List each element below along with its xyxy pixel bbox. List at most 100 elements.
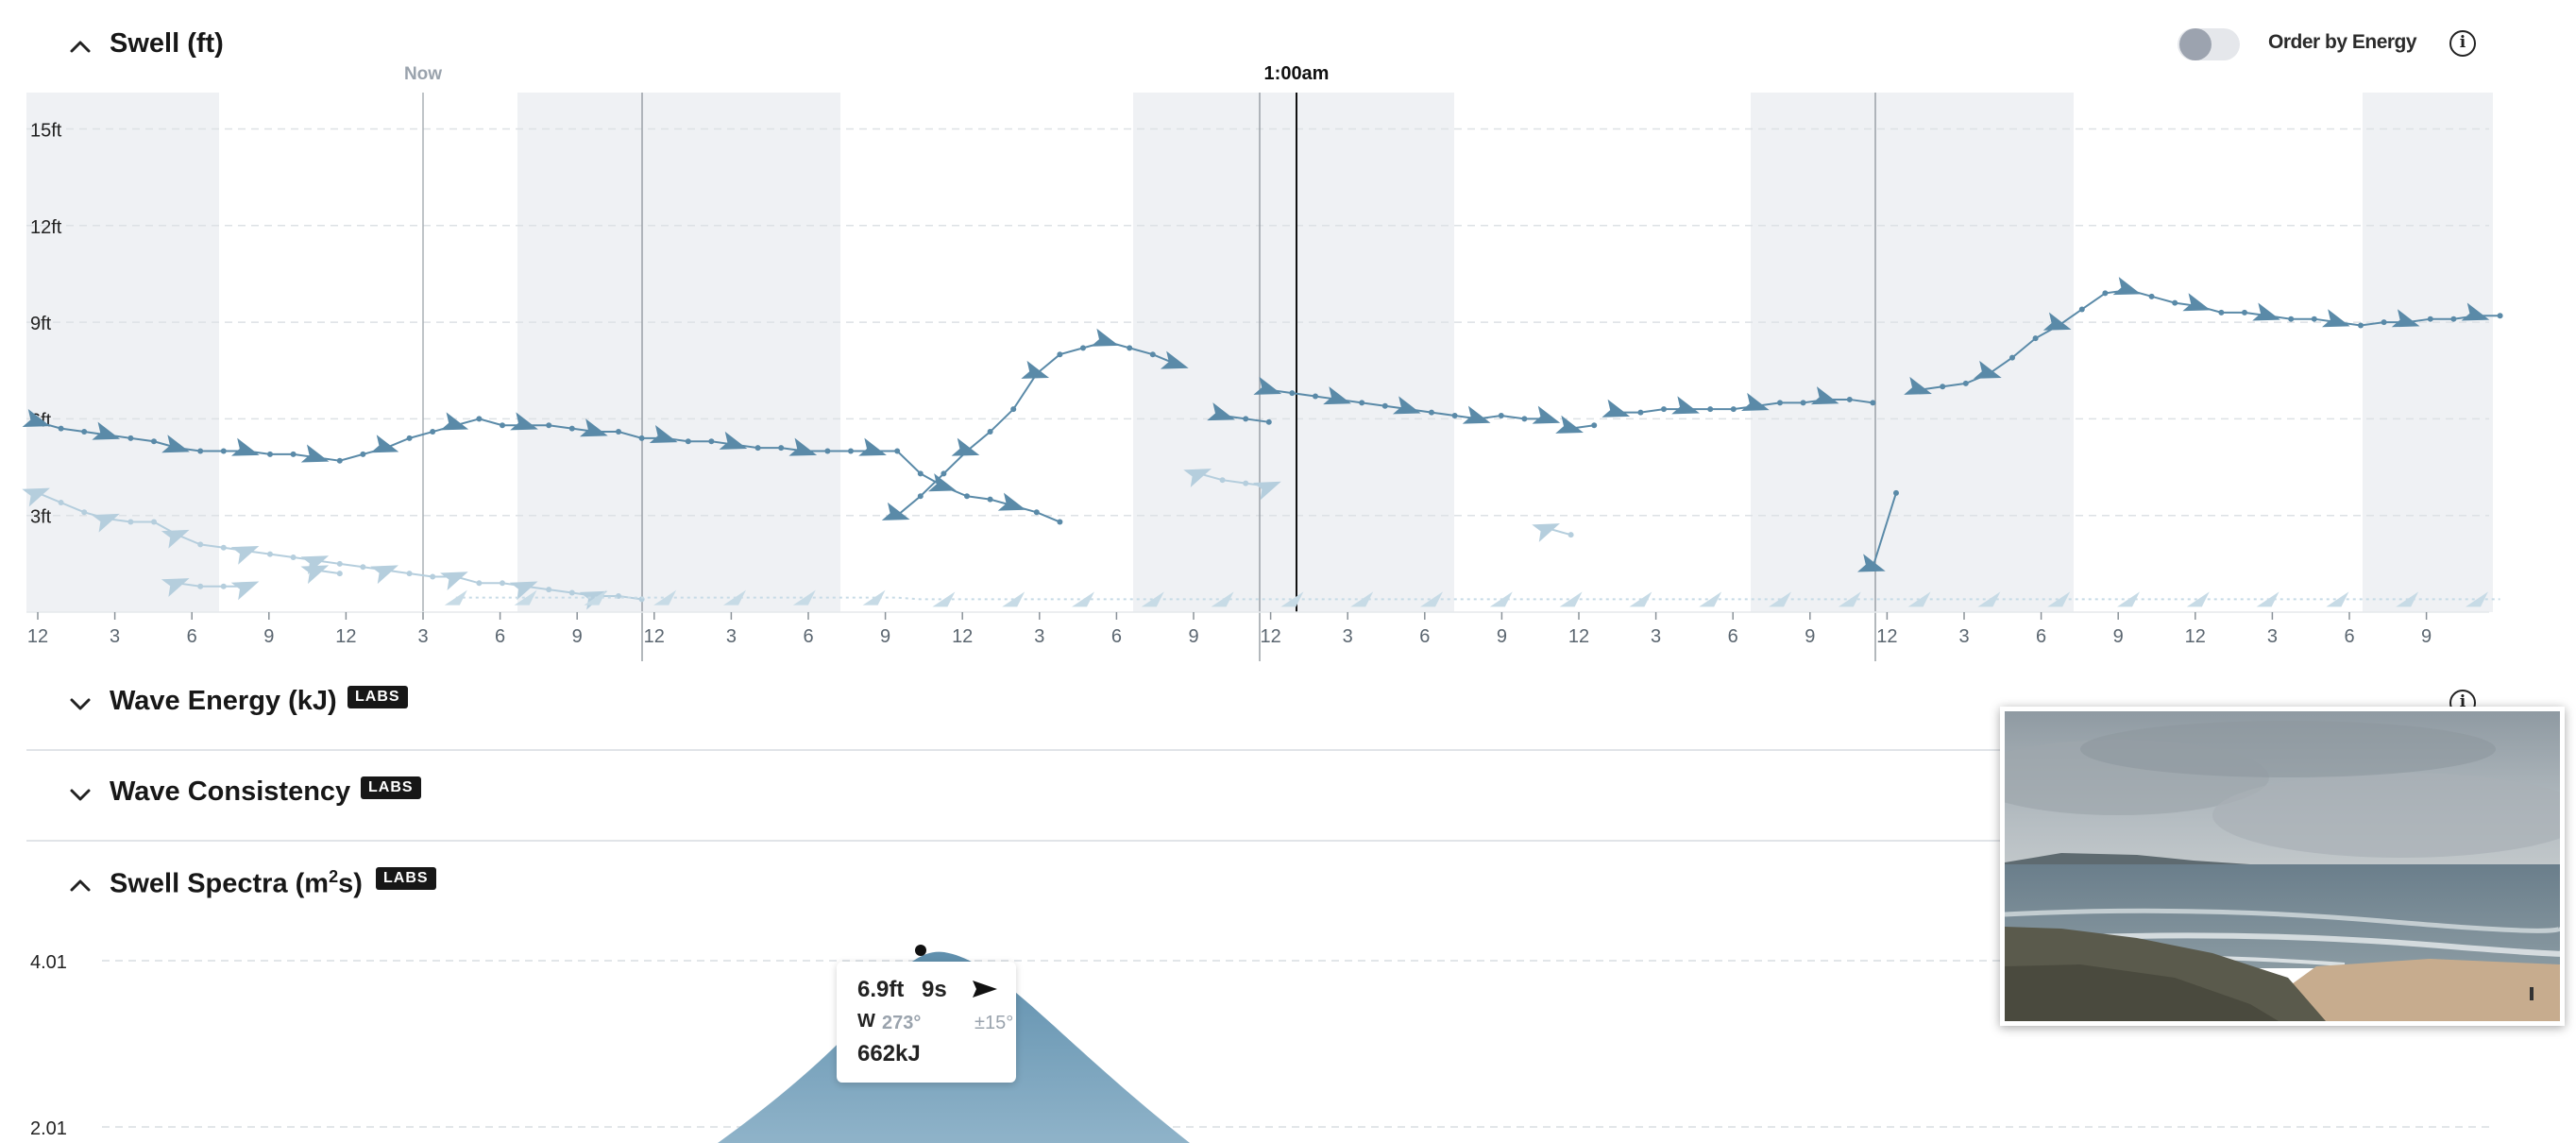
- swell-direction-arrow-icon: [2466, 591, 2488, 607]
- swell-direction-arrow-icon: [1072, 591, 1094, 607]
- spectra-tick-label: 2.01: [30, 1118, 67, 1139]
- expand-consistency-chevron-icon[interactable]: [66, 780, 94, 809]
- swell-data-point: [917, 493, 924, 500]
- swell-info-icon[interactable]: [2449, 30, 2476, 57]
- swell-direction-arrow-icon: [1253, 481, 1281, 501]
- swell-direction-arrow-icon: [510, 412, 538, 431]
- swell-data-point: [81, 509, 88, 516]
- swell-data-point: [1893, 489, 1899, 496]
- divider: [26, 749, 2557, 751]
- x-tick-label: 12: [1260, 626, 1280, 647]
- collapse-spectra-chevron-icon[interactable]: [66, 871, 94, 899]
- divider: [26, 840, 2557, 842]
- swell-data-point: [824, 448, 831, 454]
- swell-data-point: [336, 457, 343, 464]
- swell-data-point: [127, 519, 134, 525]
- x-tick-label: 9: [572, 626, 583, 647]
- swell-direction-arrow-icon: [509, 581, 538, 601]
- x-tick-label: 12: [2185, 626, 2206, 647]
- swell-direction-arrow-icon: [792, 589, 816, 606]
- swell-direction-arrow-icon: [440, 572, 468, 591]
- swell-data-point: [290, 451, 297, 457]
- x-tick-label: 6: [2344, 626, 2354, 647]
- tooltip-energy: 662kJ: [857, 1041, 921, 1066]
- x-tick-label: 3: [1958, 626, 1969, 647]
- swell-direction-arrow-icon: [22, 487, 50, 507]
- collapse-chevron-up-icon[interactable]: [66, 32, 94, 60]
- x-tick-label: 3: [417, 626, 428, 647]
- swell-data-point: [1149, 351, 1156, 358]
- swell-data-point: [685, 438, 691, 445]
- swell-direction-arrow-icon: [440, 412, 469, 431]
- swell-data-point: [406, 571, 413, 577]
- swell-data-point: [568, 425, 575, 432]
- x-tick-label: 9: [880, 626, 890, 647]
- swell-data-point: [220, 448, 227, 454]
- swell-direction-arrow-icon: [1740, 392, 1770, 411]
- swell-direction-arrow-icon: [230, 581, 260, 601]
- swell-direction-arrow-icon: [649, 425, 678, 444]
- swell-direction-arrow-icon: [1141, 591, 1164, 607]
- swell-data-point: [336, 560, 343, 567]
- swell-data-point: [2497, 313, 2503, 319]
- spectra-tooltip: 6.9ft 9s W 273° ±15° 662kJ: [837, 962, 1016, 1083]
- x-tick-label: 9: [1497, 626, 1507, 647]
- swell-data-point: [500, 422, 505, 429]
- swell-data-point: [1243, 480, 1249, 486]
- swell-data-point: [1661, 406, 1667, 413]
- swell-direction-arrow-icon: [788, 437, 818, 456]
- swell-data-point: [2288, 316, 2295, 322]
- swell-direction-arrow-icon: [2182, 293, 2212, 312]
- swell-direction-arrow-icon: [1810, 386, 1839, 405]
- swell-data-point: [1498, 412, 1504, 418]
- tooltip-direction-arrow-icon: [973, 981, 997, 998]
- spectra-tick-label: 4.01: [30, 952, 67, 973]
- x-tick-label: 3: [2267, 626, 2278, 647]
- swell-data-point: [220, 583, 227, 589]
- swell-data-point: [267, 551, 273, 557]
- swell-direction-arrow-icon: [1183, 469, 1212, 487]
- wave-consistency-section-title: Wave Consistency: [110, 776, 351, 807]
- swell-direction-arrow-icon: [2326, 591, 2349, 607]
- swell-data-point: [151, 519, 157, 525]
- swell-direction-arrow-icon: [370, 435, 399, 453]
- swell-data-point: [1243, 416, 1249, 422]
- x-tick-label: 12: [644, 626, 665, 647]
- expand-energy-chevron-icon[interactable]: [66, 690, 94, 718]
- swell-data-point: [1940, 384, 1946, 390]
- x-tick-label: 6: [187, 626, 197, 647]
- x-tick-label: 12: [1568, 626, 1589, 647]
- spectra-peak-marker[interactable]: [915, 945, 926, 956]
- swell-data-point: [1057, 519, 1063, 525]
- swell-direction-arrow-icon: [2321, 309, 2350, 328]
- swell-data-point: [941, 470, 947, 477]
- swell-direction-arrow-icon: [1420, 591, 1443, 607]
- x-tick-label: 6: [1419, 626, 1430, 647]
- swell-data-point: [360, 564, 366, 571]
- surf-cam-player[interactable]: [2000, 707, 2565, 1026]
- swell-direction-arrow-icon: [1350, 591, 1374, 607]
- toggle-knob: [2179, 28, 2212, 60]
- x-tick-label: 12: [27, 626, 48, 647]
- swell-data-point: [1846, 396, 1853, 402]
- swell-data-point: [1521, 416, 1528, 422]
- swell-data-point: [1313, 393, 1318, 400]
- y-tick-label: 9ft: [30, 314, 52, 334]
- swell-data-point: [1219, 477, 1226, 484]
- x-tick-label: 3: [1034, 626, 1044, 647]
- swell-direction-arrow-icon: [579, 418, 608, 437]
- wave-energy-labs-badge: LABS: [347, 686, 408, 708]
- order-by-energy-toggle[interactable]: [2178, 28, 2240, 60]
- now-label: Now: [404, 64, 442, 84]
- swell-direction-arrow-icon: [1856, 554, 1886, 572]
- swell-data-point: [360, 451, 366, 457]
- swell-direction-arrow-icon: [161, 578, 190, 597]
- swell-direction-arrow-icon: [932, 591, 956, 607]
- swell-direction-arrow-icon: [858, 437, 887, 456]
- swell-data-point: [151, 438, 157, 445]
- x-tick-label: 6: [495, 626, 505, 647]
- swell-data-point: [336, 571, 343, 577]
- swell-data-point: [290, 554, 297, 561]
- swell-direction-arrow-icon: [1973, 360, 2002, 379]
- swell-data-point: [1962, 380, 1969, 386]
